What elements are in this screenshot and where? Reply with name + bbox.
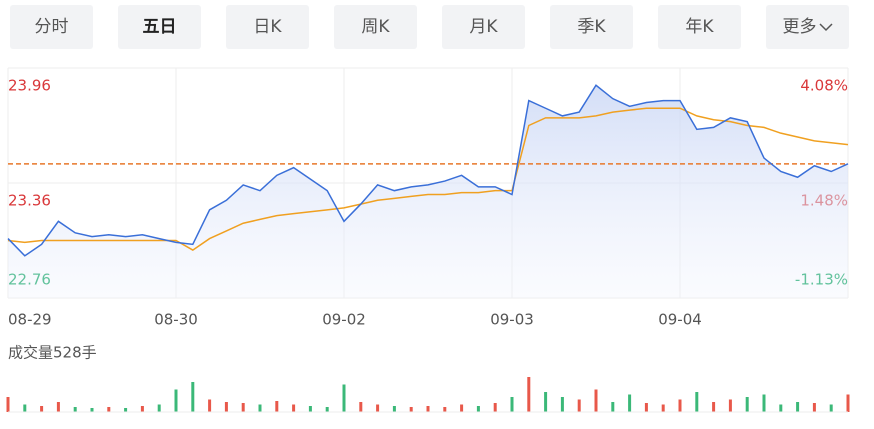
volume-bar [342, 384, 346, 412]
volume-bar [846, 394, 850, 412]
volume-bar [779, 404, 783, 412]
tab-label[interactable]: 周K [361, 17, 390, 37]
volume-bar [443, 407, 447, 412]
chevron-icon[interactable] [818, 22, 833, 32]
volume-bar [796, 402, 800, 412]
average-line [7, 107, 849, 251]
volume-bar [510, 397, 514, 412]
volume-bar [762, 394, 766, 412]
tab-label[interactable]: 季K [577, 17, 606, 37]
tab-label[interactable]: 月K [469, 17, 498, 37]
volume-bar [308, 406, 312, 412]
tab-label[interactable]: 年K [685, 17, 714, 37]
volume-bar [527, 377, 531, 412]
volume-bar [812, 403, 816, 412]
volume-bar [594, 389, 598, 412]
volume-bar [208, 399, 212, 412]
tab[interactable]: 更多 [766, 5, 849, 49]
volume-bar [628, 394, 632, 412]
volume-bar [140, 406, 144, 412]
tab[interactable]: 分时 [10, 5, 93, 49]
x-tick-label: 09-03 [490, 311, 534, 329]
volume-bar [325, 407, 329, 412]
volume-bar [258, 404, 262, 412]
volume-bar [40, 406, 44, 412]
volume-bar [728, 399, 732, 412]
volume-bar [359, 402, 363, 412]
volume-bar [409, 407, 413, 412]
tab-label[interactable]: 更多 [782, 17, 817, 37]
tab[interactable]: 季K [550, 5, 633, 49]
volume-bar [392, 406, 396, 412]
tab[interactable]: 月K [442, 5, 525, 49]
volume-bar [611, 402, 615, 412]
tab[interactable]: 年K [658, 5, 741, 49]
x-tick-label: 08-30 [154, 311, 198, 329]
volume-bar [275, 401, 279, 412]
tab-bar: 分时 五日 日K 周K 月K 季K 年K 更多 [0, 0, 874, 56]
volume-bar [745, 397, 749, 412]
volume-bar [292, 404, 296, 412]
volume-bar [560, 397, 564, 412]
volume-bar [493, 403, 497, 412]
volume-bar [695, 392, 699, 412]
volume-bar [191, 382, 195, 412]
volume-bar [90, 408, 94, 412]
volume-bar [174, 389, 178, 412]
x-tick-label: 09-04 [658, 311, 702, 329]
tab[interactable]: 周K [334, 5, 417, 49]
volume-bar [124, 408, 128, 412]
volume-bar [829, 404, 833, 412]
volume-bar [544, 392, 548, 412]
volume-bar [56, 402, 60, 412]
price-area [8, 85, 848, 298]
tab-label[interactable]: 日K [253, 17, 282, 37]
volume-bar [241, 403, 245, 412]
tab-label[interactable]: 五日 [142, 17, 177, 37]
volume-bar [476, 406, 480, 412]
volume-bar [107, 407, 111, 412]
x-tick-label: 08-29 [8, 311, 52, 329]
y-tick-label: 23.36 [8, 192, 51, 210]
volume-bar [661, 404, 665, 412]
volume-bar [644, 403, 648, 412]
y2-tick-label: 4.08% [800, 77, 848, 95]
x-tick-label: 09-02 [322, 311, 366, 329]
tab[interactable]: 五日 [118, 5, 201, 49]
volume-bar [678, 399, 682, 412]
volume-bar [426, 406, 430, 412]
volume-bar [23, 404, 27, 412]
volume-bar [6, 397, 10, 412]
volume-bar [460, 404, 464, 412]
price-line [7, 84, 849, 257]
volume-title: 成交量528手 [8, 344, 97, 362]
volume-bar [224, 402, 228, 412]
tab-label[interactable]: 分时 [34, 17, 69, 37]
y-tick-label: 23.96 [8, 77, 51, 95]
volume-bar [73, 407, 77, 412]
tab[interactable]: 日K [226, 5, 309, 49]
volume-bar [157, 404, 161, 412]
volume-bar [712, 402, 716, 412]
volume-bar [376, 404, 380, 412]
volume-bar [577, 399, 581, 412]
